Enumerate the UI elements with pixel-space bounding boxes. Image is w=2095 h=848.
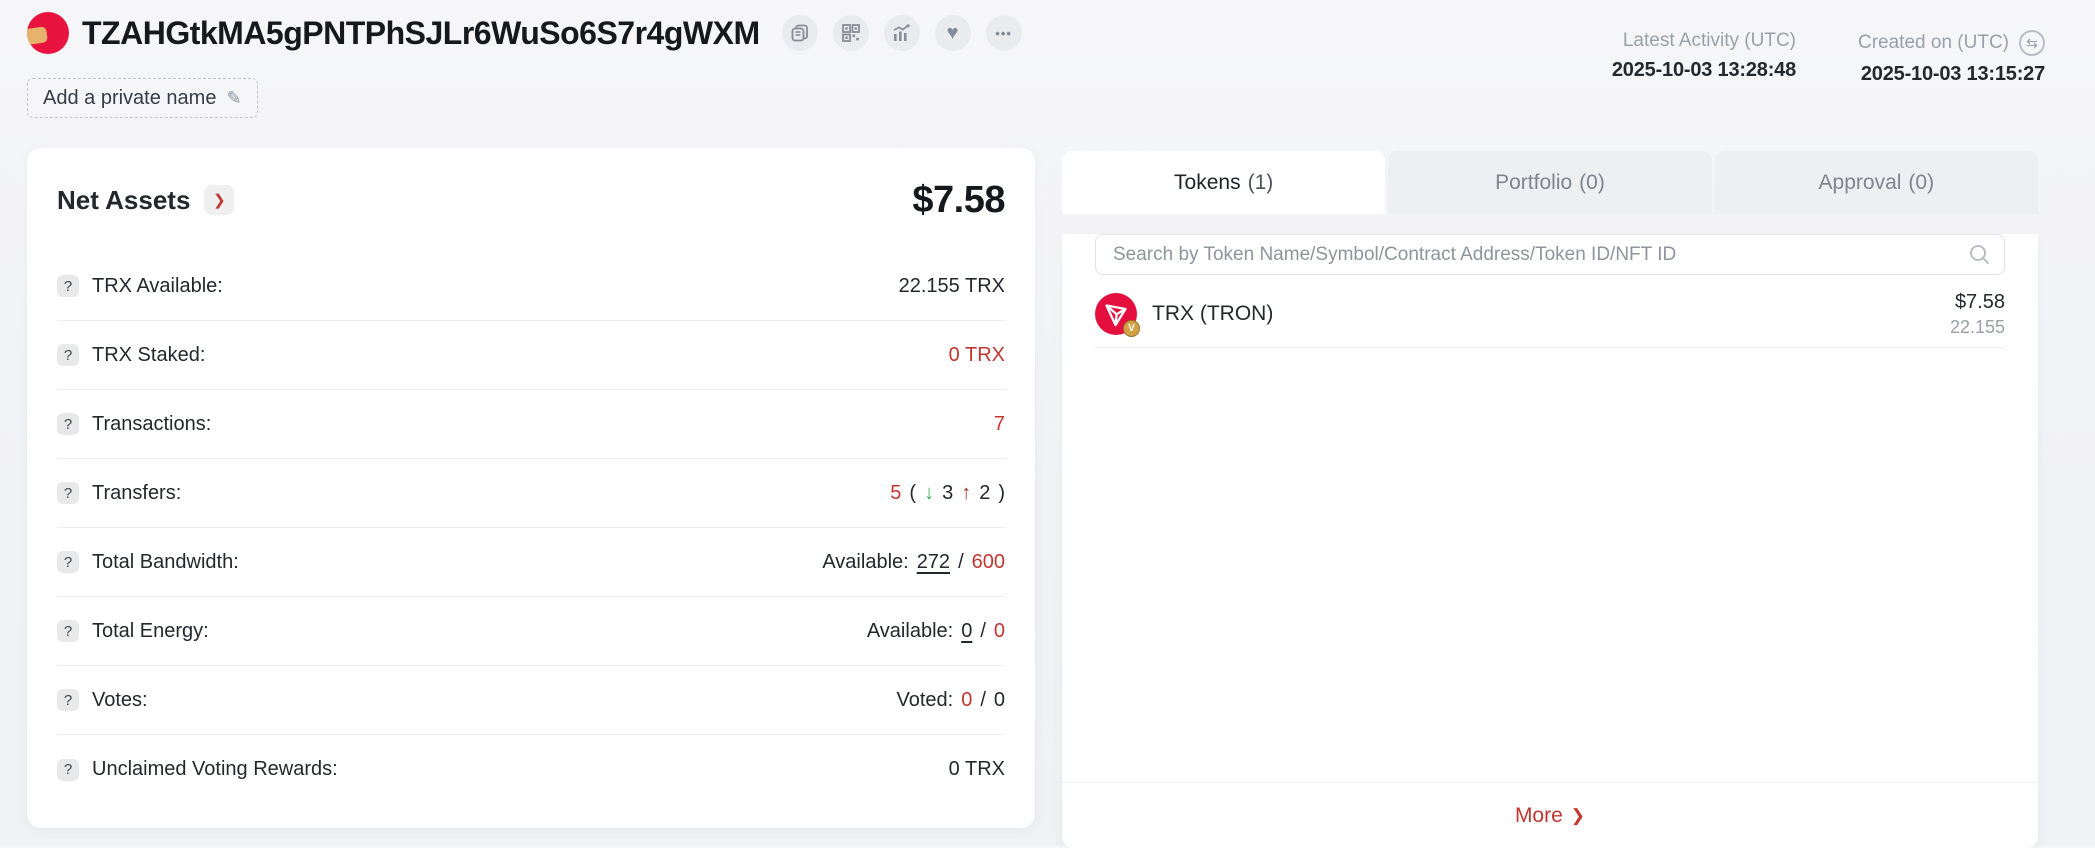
tab-approval[interactable]: Approval (0): [1714, 151, 2038, 214]
transfers-out-count: 2: [979, 481, 991, 504]
energy-slash: /: [980, 619, 986, 642]
trx-token-icon: V: [1095, 293, 1140, 337]
add-private-name-label: Add a private name: [43, 86, 217, 109]
net-assets-title: Net Assets: [57, 184, 191, 215]
trx-available-value: 22.155 TRX: [898, 274, 1005, 297]
help-icon[interactable]: ?: [57, 758, 79, 781]
chevron-right-icon: ❯: [213, 192, 226, 209]
favorite-icon[interactable]: ♥: [934, 15, 971, 51]
latest-activity: Latest Activity (UTC) 2025-10-03 13:28:4…: [1612, 30, 1796, 86]
row-total-bandwidth: ? Total Bandwidth: Available: 272 / 600: [57, 528, 1005, 597]
dots-glyph: •••: [995, 25, 1012, 41]
row-trx-available: ? TRX Available: 22.155 TRX: [57, 252, 1005, 321]
help-icon[interactable]: ?: [57, 482, 79, 504]
chevron-right-icon: ❯: [1570, 805, 1586, 825]
address-avatar: [27, 12, 69, 54]
tab-tokens-count: (1): [1247, 170, 1274, 194]
address-header: TZAHGtkMA5gPNTPhSJLr6WuSo6S7r4gWXM ♥ •••: [27, 12, 1022, 54]
bandwidth-prefix: Available:: [822, 550, 909, 573]
bandwidth-available[interactable]: 272: [916, 550, 951, 573]
avatar-blob: [27, 26, 48, 46]
tokens-tabs: Tokens (1) Portfolio (0) Approval (0): [1062, 151, 2038, 214]
net-assets-card: Net Assets ❯ $7.58 ? TRX Available: 22.1…: [27, 148, 1035, 828]
transfers-total[interactable]: 5: [890, 481, 902, 504]
tab-portfolio-count: (0): [1579, 170, 1605, 194]
energy-available[interactable]: 0: [961, 619, 973, 642]
account-meta: Latest Activity (UTC) 2025-10-03 13:28:4…: [1612, 30, 2045, 86]
more-bar: More ❯: [1062, 782, 2038, 848]
token-amount: 22.155: [1949, 316, 2005, 337]
trx-staked-value[interactable]: 0 TRX: [948, 343, 1005, 366]
search-icon[interactable]: [1968, 243, 1991, 271]
token-row-trx[interactable]: V TRX (TRON) $7.58 22.155: [1095, 281, 2005, 348]
help-icon[interactable]: ?: [57, 344, 79, 366]
row-votes: ? Votes: Voted: 0 / 0: [57, 666, 1005, 735]
votes-prefix: Voted:: [896, 688, 954, 711]
help-icon[interactable]: ?: [57, 413, 79, 435]
utc-toggle-icon[interactable]: ⇆: [2019, 30, 2045, 56]
help-icon[interactable]: ?: [57, 551, 79, 573]
net-assets-expand-button[interactable]: ❯: [204, 185, 235, 215]
created-on-label: Created on (UTC): [1858, 32, 2009, 53]
help-icon[interactable]: ?: [57, 620, 79, 642]
tokens-body: V TRX (TRON) $7.58 22.155 More ❯: [1062, 234, 2038, 848]
address-title: TZAHGtkMA5gPNTPhSJLr6WuSo6S7r4gWXM: [82, 14, 760, 51]
row-total-energy: ? Total Energy: Available: 0 / 0: [57, 597, 1005, 666]
chart-icon[interactable]: [883, 15, 920, 51]
add-private-name-button[interactable]: Add a private name ✎: [27, 78, 258, 118]
paren-close: ): [998, 481, 1005, 504]
token-search: [1095, 234, 2005, 275]
qr-code-icon[interactable]: [832, 15, 869, 51]
bandwidth-slash: /: [958, 550, 964, 573]
tokens-panel: Tokens (1) Portfolio (0) Approval (0): [1062, 151, 2038, 848]
copy-icon[interactable]: [781, 15, 818, 51]
more-icon[interactable]: •••: [985, 15, 1022, 51]
help-icon[interactable]: ?: [57, 275, 79, 297]
created-on-value: 2025-10-03 13:15:27: [1860, 63, 2045, 85]
token-usd-value: $7.58: [1954, 290, 2005, 313]
tab-tokens[interactable]: Tokens (1): [1062, 151, 1386, 214]
address-actions: ♥ •••: [781, 15, 1022, 51]
row-transactions: ? Transactions: 7: [57, 390, 1005, 459]
tab-portfolio[interactable]: Portfolio (0): [1388, 151, 1712, 214]
energy-prefix: Available:: [866, 619, 954, 642]
energy-total: 0: [993, 619, 1005, 642]
arrow-down-icon: ↓: [924, 481, 935, 504]
token-name: TRX (TRON): [1152, 302, 1274, 325]
more-link[interactable]: More ❯: [1514, 803, 1586, 827]
token-search-input[interactable]: [1095, 234, 2005, 275]
transactions-count[interactable]: 7: [993, 412, 1005, 435]
latest-activity-value: 2025-10-03 13:28:48: [1611, 59, 1796, 81]
net-assets-rows: ? TRX Available: 22.155 TRX ? TRX Staked…: [57, 252, 1005, 804]
help-icon[interactable]: ?: [57, 689, 79, 711]
bandwidth-total: 600: [971, 550, 1005, 573]
votes-total: 0: [993, 688, 1005, 711]
paren-open: (: [909, 481, 917, 504]
row-transfers: ? Transfers: 5 ( ↓ 3 ↑ 2 ): [57, 459, 1005, 528]
verified-badge-icon: V: [1123, 320, 1140, 337]
arrow-up-icon: ↑: [961, 481, 972, 504]
row-trx-staked: ? TRX Staked: 0 TRX: [57, 321, 1005, 390]
unclaimed-rewards-value: 0 TRX: [948, 758, 1005, 780]
created-on: Created on (UTC) ⇆ 2025-10-03 13:15:27: [1858, 30, 2045, 86]
row-unclaimed-rewards: ? Unclaimed Voting Rewards: 0 TRX: [57, 735, 1005, 804]
net-assets-total: $7.58: [912, 178, 1005, 221]
heart-glyph: ♥: [946, 22, 959, 44]
latest-activity-label: Latest Activity (UTC): [1622, 30, 1796, 51]
edit-pencil-icon: ✎: [226, 87, 242, 108]
net-assets-header: Net Assets ❯ $7.58: [57, 148, 1005, 252]
tab-approval-count: (0): [1908, 170, 1935, 194]
votes-voted[interactable]: 0: [961, 688, 973, 711]
transfers-in-count: 3: [942, 481, 954, 504]
votes-slash: /: [980, 688, 986, 711]
